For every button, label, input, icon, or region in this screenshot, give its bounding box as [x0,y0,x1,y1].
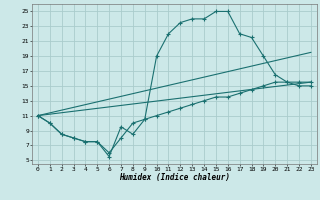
X-axis label: Humidex (Indice chaleur): Humidex (Indice chaleur) [119,173,230,182]
